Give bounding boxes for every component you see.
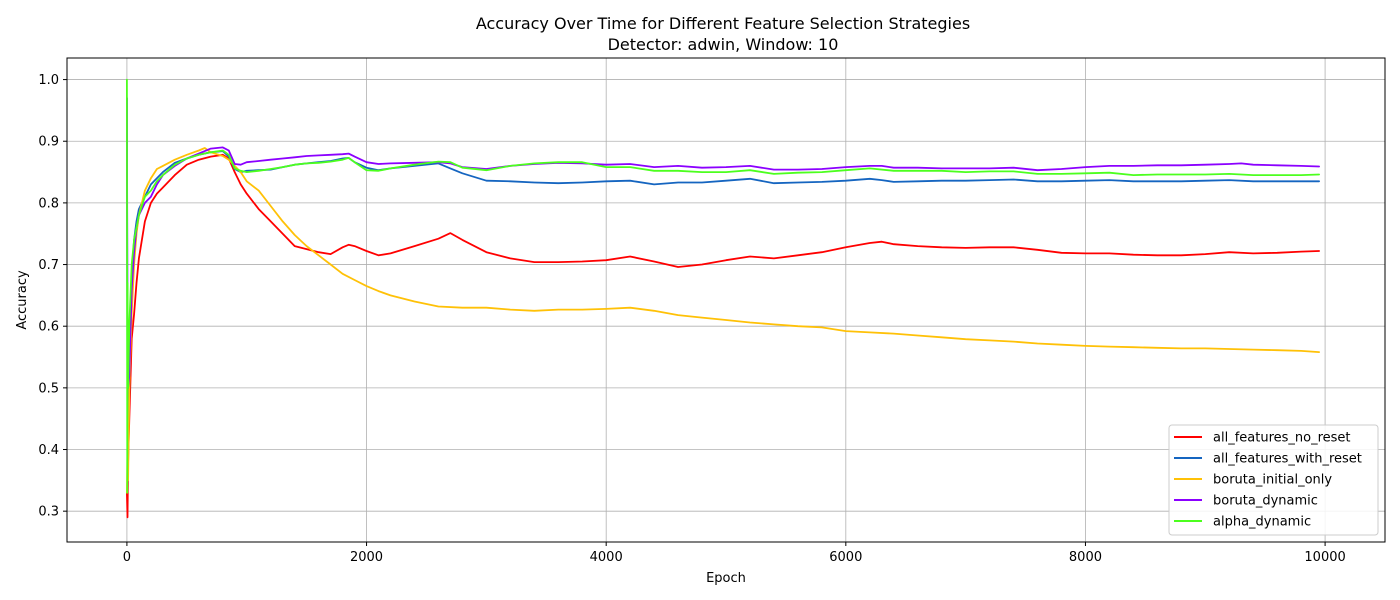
x-axis-label: Epoch <box>706 571 746 586</box>
x-axis-ticks: 0 2000 4000 6000 8000 10000 <box>123 542 1346 565</box>
y-axis-label: Accuracy <box>15 270 30 330</box>
plot-area-frame <box>66 57 1386 543</box>
legend-label: alpha_dynamic <box>1213 515 1311 530</box>
legend-label: all_features_with_reset <box>1213 452 1362 467</box>
legend-label: boruta_initial_only <box>1213 473 1332 488</box>
x-tick-label: 2000 <box>350 550 383 565</box>
chart-title: Accuracy Over Time for Different Feature… <box>476 14 970 33</box>
y-tick-label: 0.6 <box>38 320 59 335</box>
legend-label: boruta_dynamic <box>1213 494 1318 509</box>
y-tick-label: 0.5 <box>38 381 59 396</box>
series-line-alpha-dynamic <box>126 78 1320 494</box>
chart-subtitle: Detector: adwin, Window: 10 <box>608 35 839 54</box>
series-layer <box>126 78 1320 519</box>
y-tick-label: 0.3 <box>38 505 59 520</box>
y-tick-label: 1.0 <box>38 73 59 88</box>
series-line-boruta-initial-only <box>126 147 1320 494</box>
grid-lines <box>67 58 1385 542</box>
y-axis-ticks: 0.3 0.4 0.5 0.6 0.7 0.8 0.9 1.0 <box>38 73 67 520</box>
y-tick-label: 0.8 <box>38 196 59 211</box>
legend: all_features_no_reset all_features_with_r… <box>1168 424 1379 536</box>
series-line-all-features-no-reset <box>126 153 1320 519</box>
y-tick-label: 0.4 <box>38 443 59 458</box>
x-tick-label: 6000 <box>829 550 862 565</box>
y-tick-label: 0.9 <box>38 135 59 150</box>
legend-label: all_features_no_reset <box>1213 431 1351 446</box>
x-tick-label: 0 <box>123 550 131 565</box>
x-tick-label: 8000 <box>1069 550 1102 565</box>
series-line-all-features-with-reset <box>126 97 1320 457</box>
x-tick-label: 10000 <box>1304 550 1345 565</box>
y-tick-label: 0.7 <box>38 258 59 273</box>
x-tick-label: 4000 <box>590 550 623 565</box>
legend-box <box>1168 424 1379 536</box>
